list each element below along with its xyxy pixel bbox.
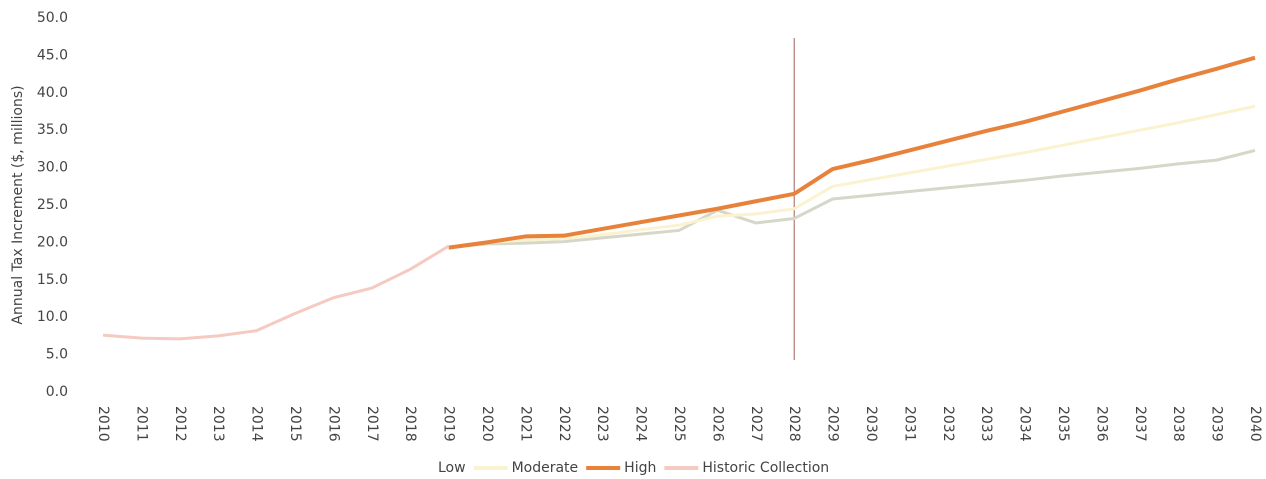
x-tick-label: 2011	[133, 406, 149, 442]
y-tick-label: 5.0	[46, 347, 68, 363]
x-tick-label: 2021	[517, 406, 533, 442]
legend-label: High	[624, 460, 656, 476]
x-tick-label: 2036	[1093, 406, 1109, 442]
legend-label: Moderate	[512, 460, 579, 476]
y-tick-label: 45.0	[37, 47, 68, 63]
series-line	[448, 104, 1256, 250]
x-tick-label: 2014	[249, 406, 265, 442]
y-axis-label: Annual Tax Increment ($, millions)	[10, 85, 26, 324]
x-tick-label: 2034	[1017, 406, 1033, 442]
series-line	[102, 244, 450, 341]
x-tick-label: 2031	[901, 406, 917, 442]
x-tick-label: 2033	[978, 406, 994, 442]
x-tick-label: 2010	[95, 406, 111, 442]
legend-label: Historic Collection	[702, 460, 829, 476]
x-tick-label: 2028	[786, 406, 802, 442]
x-tick-label: 2027	[748, 406, 764, 442]
x-tick-label: 2039	[1209, 406, 1225, 442]
x-tick-label: 2019	[441, 406, 457, 442]
x-tick-label: 2024	[633, 406, 649, 442]
series-line	[448, 148, 1256, 250]
series-line	[448, 55, 1256, 250]
x-tick-label: 2015	[287, 406, 303, 442]
x-tick-label: 2020	[479, 406, 495, 442]
y-tick-label: 0.0	[46, 384, 68, 400]
x-tick-label: 2018	[402, 406, 418, 442]
y-tick-label: 40.0	[37, 85, 68, 101]
legend-label: Low	[438, 460, 466, 476]
x-tick-label: 2026	[709, 406, 725, 442]
x-tick-label: 2030	[863, 406, 879, 442]
x-tick-label: 2012	[172, 406, 188, 442]
x-tick-label: 2032	[940, 406, 956, 442]
y-tick-label: 10.0	[37, 309, 68, 325]
y-tick-label: 15.0	[37, 272, 68, 288]
y-tick-label: 20.0	[37, 234, 68, 250]
x-tick-label: 2035	[1055, 406, 1071, 442]
x-tick-label: 2037	[1132, 406, 1148, 442]
x-tick-label: 2013	[210, 406, 226, 442]
x-tick-label: 2038	[1170, 406, 1186, 442]
y-tick-label: 50.0	[37, 10, 68, 26]
x-tick-label: 2022	[556, 406, 572, 442]
x-tick-label: 2017	[364, 406, 380, 442]
x-tick-label: 2016	[325, 406, 341, 442]
x-tick-label: 2025	[671, 406, 687, 442]
x-tick-label: 2023	[594, 406, 610, 442]
x-tick-label: 2040	[1247, 406, 1263, 442]
y-tick-label: 35.0	[37, 122, 68, 138]
y-tick-label: 25.0	[37, 197, 68, 213]
x-tick-label: 2029	[825, 406, 841, 442]
y-tick-label: 30.0	[37, 160, 68, 176]
